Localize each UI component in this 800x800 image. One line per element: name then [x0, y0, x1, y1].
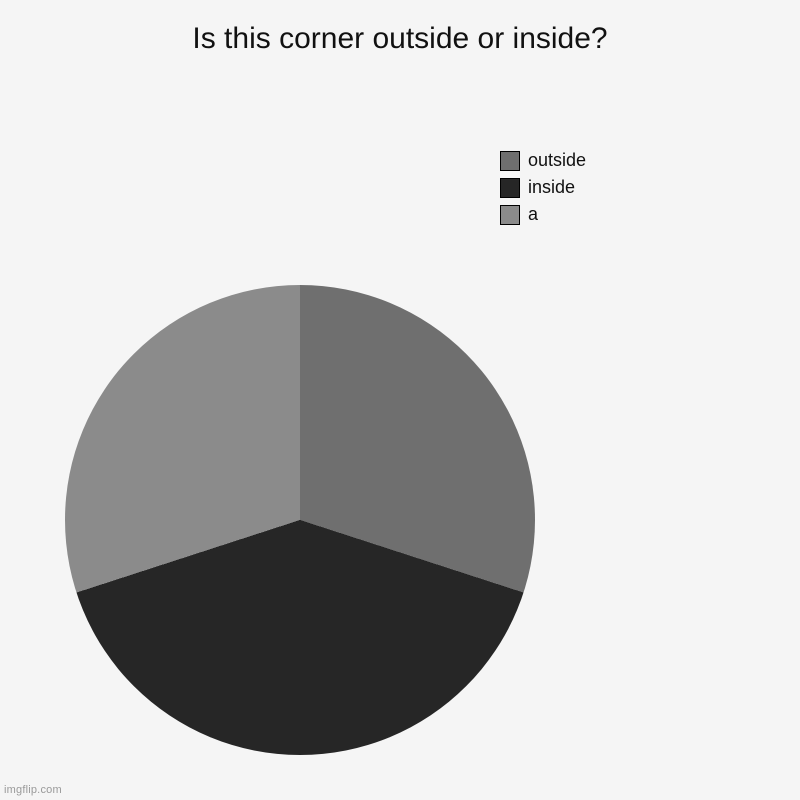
legend-swatch-outside	[500, 151, 520, 171]
legend-label: inside	[528, 177, 575, 198]
legend-label: outside	[528, 150, 586, 171]
watermark: imgflip.com	[4, 784, 62, 796]
legend-item: a	[500, 204, 586, 225]
legend-swatch-inside	[500, 178, 520, 198]
legend-item: outside	[500, 150, 586, 171]
chart-canvas: Is this corner outside or inside? outsid…	[0, 0, 800, 800]
legend-label: a	[528, 204, 538, 225]
legend-item: inside	[500, 177, 586, 198]
legend: outside inside a	[500, 150, 586, 231]
pie-chart	[65, 285, 535, 755]
pie-disc	[65, 285, 535, 755]
chart-title: Is this corner outside or inside?	[0, 22, 800, 56]
legend-swatch-a	[500, 205, 520, 225]
